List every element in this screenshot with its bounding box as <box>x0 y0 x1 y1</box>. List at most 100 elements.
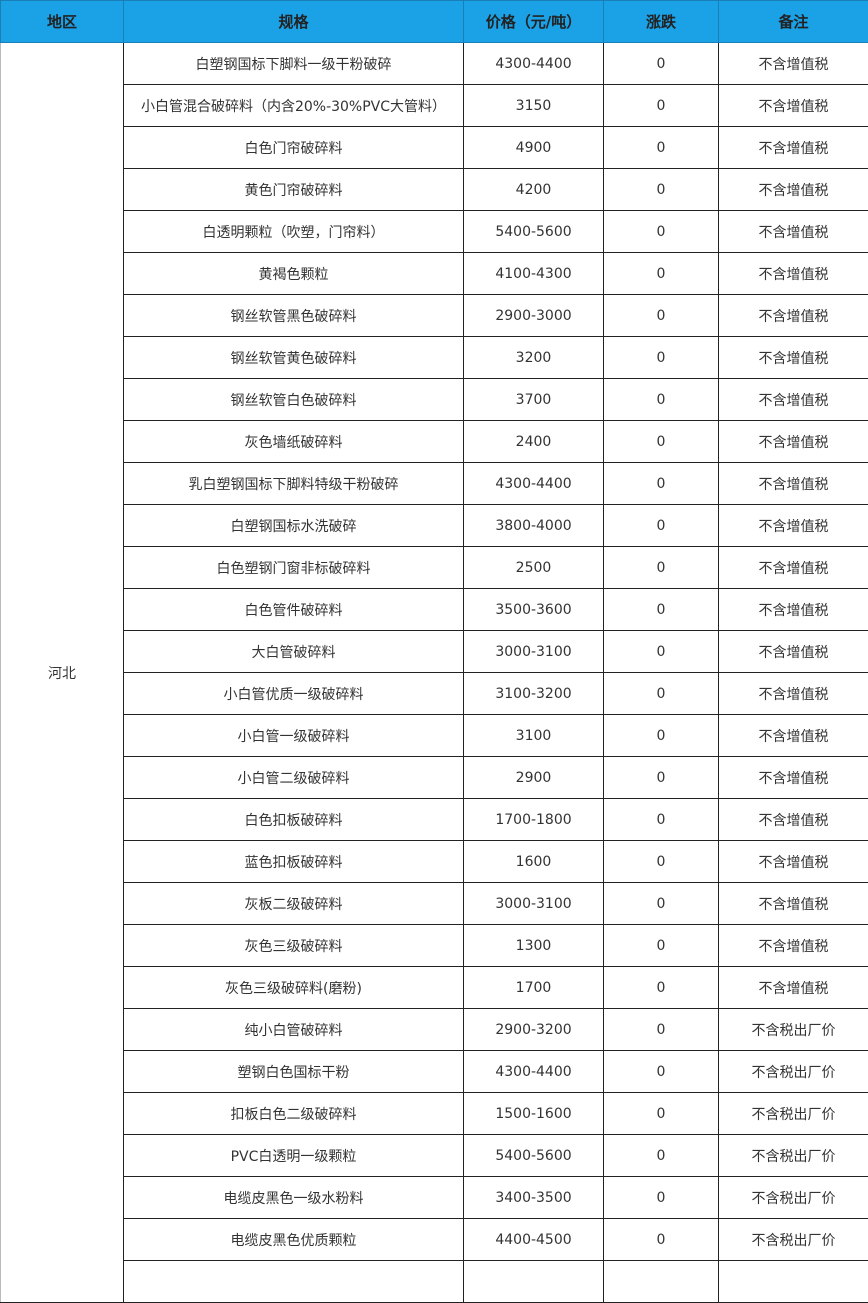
table-row: 乳白塑钢国标下脚料特级干粉破碎 4300-4400 0 不含增值税 <box>1 462 868 505</box>
note-cell: 不含增值税 <box>718 504 868 547</box>
header-row: 地区 规格 价格（元/吨） 涨跌 备注 <box>0 0 868 43</box>
price-cell: 3500-3600 <box>463 588 604 631</box>
price-cell: 4300-4400 <box>463 462 604 505</box>
change-cell: 0 <box>603 420 719 463</box>
change-cell: 0 <box>603 252 719 295</box>
empty-cell <box>463 1260 604 1303</box>
spec-cell: 扣板白色二级破碎料 <box>123 1092 464 1135</box>
spec-cell: 灰色墙纸破碎料 <box>123 420 464 463</box>
note-cell: 不含增值税 <box>718 546 868 589</box>
price-cell: 3700 <box>463 378 604 421</box>
change-cell: 0 <box>603 1008 719 1051</box>
spec-cell: 白色门帘破碎料 <box>123 126 464 169</box>
table-row: 白色塑钢门窗非标破碎料 2500 0 不含增值税 <box>1 546 868 589</box>
note-cell: 不含增值税 <box>718 714 868 757</box>
table-row: 蓝色扣板破碎料 1600 0 不含增值税 <box>1 840 868 883</box>
table-row: 扣板白色二级破碎料 1500-1600 0 不含税出厂价 <box>1 1092 868 1135</box>
note-cell: 不含税出厂价 <box>718 1134 868 1177</box>
price-cell: 1700-1800 <box>463 798 604 841</box>
change-cell: 0 <box>603 1050 719 1093</box>
table-row: 黄色门帘破碎料 4200 0 不含增值税 <box>1 168 868 211</box>
price-cell: 2500 <box>463 546 604 589</box>
spec-cell: 白色塑钢门窗非标破碎料 <box>123 546 464 589</box>
header-change: 涨跌 <box>603 0 719 43</box>
table-row: 塑钢白色国标干粉 4300-4400 0 不含税出厂价 <box>1 1050 868 1093</box>
price-cell: 2900-3000 <box>463 294 604 337</box>
header-price: 价格（元/吨） <box>463 0 604 43</box>
change-cell: 0 <box>603 1092 719 1135</box>
change-cell: 0 <box>603 882 719 925</box>
note-cell: 不含增值税 <box>718 798 868 841</box>
price-cell: 3200 <box>463 336 604 379</box>
spec-cell: 电缆皮黑色优质颗粒 <box>123 1218 464 1261</box>
table-row: 白色管件破碎料 3500-3600 0 不含增值税 <box>1 588 868 631</box>
spec-cell: 灰色三级破碎料(磨粉) <box>123 966 464 1009</box>
price-cell: 2900-3200 <box>463 1008 604 1051</box>
empty-cell <box>123 1260 464 1303</box>
table-row: 小白管优质一级破碎料 3100-3200 0 不含增值税 <box>1 672 868 715</box>
table-row: 小白管混合破碎料（内含20%-30%PVC大管料） 3150 0 不含增值税 <box>1 84 868 127</box>
region-cell: 河北 <box>0 42 124 1303</box>
table-row: 河北 白塑钢国标下脚料一级干粉破碎 4300-4400 0 不含增值税 <box>0 42 868 1303</box>
spec-cell: PVC白透明一级颗粒 <box>123 1134 464 1177</box>
empty-cell <box>718 1260 868 1303</box>
spec-cell: 塑钢白色国标干粉 <box>123 1050 464 1093</box>
price-cell: 4900 <box>463 126 604 169</box>
empty-row <box>1 1260 868 1303</box>
change-cell: 0 <box>603 1218 719 1261</box>
change-cell: 0 <box>603 924 719 967</box>
table-row: 大白管破碎料 3000-3100 0 不含增值税 <box>1 630 868 673</box>
note-cell: 不含增值税 <box>718 966 868 1009</box>
price-cell: 3100-3200 <box>463 672 604 715</box>
change-cell: 0 <box>603 672 719 715</box>
note-cell: 不含增值税 <box>718 252 868 295</box>
spec-cell: 电缆皮黑色一级水粉料 <box>123 1176 464 1219</box>
change-cell: 0 <box>603 966 719 1009</box>
spec-cell: 钢丝软管黄色破碎料 <box>123 336 464 379</box>
header-region: 地区 <box>0 0 124 43</box>
change-cell: 0 <box>603 588 719 631</box>
note-cell: 不含税出厂价 <box>718 1176 868 1219</box>
spec-cell: 蓝色扣板破碎料 <box>123 840 464 883</box>
spec-cell: 大白管破碎料 <box>123 630 464 673</box>
spec-cell: 小白管一级破碎料 <box>123 714 464 757</box>
price-cell: 2900 <box>463 756 604 799</box>
spec-cell: 钢丝软管黑色破碎料 <box>123 294 464 337</box>
header-note: 备注 <box>718 0 868 43</box>
spec-cell: 白塑钢国标水洗破碎 <box>123 504 464 547</box>
table-row: 灰色三级破碎料 1300 0 不含增值税 <box>1 924 868 967</box>
spec-cell: 乳白塑钢国标下脚料特级干粉破碎 <box>123 462 464 505</box>
price-cell: 1700 <box>463 966 604 1009</box>
table-row: 白色扣板破碎料 1700-1800 0 不含增值税 <box>1 798 868 841</box>
price-cell: 1300 <box>463 924 604 967</box>
note-cell: 不含增值税 <box>718 126 868 169</box>
spec-cell: 纯小白管破碎料 <box>123 1008 464 1051</box>
table-row: 灰板二级破碎料 3000-3100 0 不含增值税 <box>1 882 868 925</box>
change-cell: 0 <box>603 84 719 127</box>
note-cell: 不含税出厂价 <box>718 1092 868 1135</box>
price-cell: 3400-3500 <box>463 1176 604 1219</box>
change-cell: 0 <box>603 42 719 85</box>
price-cell: 4200 <box>463 168 604 211</box>
change-cell: 0 <box>603 630 719 673</box>
table-body: 河北 白塑钢国标下脚料一级干粉破碎 4300-4400 0 不含增值税 小白管混合破碎料（… <box>0 42 868 1303</box>
change-cell: 0 <box>603 1176 719 1219</box>
table-row: 电缆皮黑色优质颗粒 4400-4500 0 不含税出厂价 <box>1 1218 868 1261</box>
note-cell: 不含增值税 <box>718 294 868 337</box>
note-cell: 不含增值税 <box>718 84 868 127</box>
price-cell: 5400-5600 <box>463 210 604 253</box>
spec-cell: 小白管二级破碎料 <box>123 756 464 799</box>
note-cell: 不含增值税 <box>718 336 868 379</box>
change-cell: 0 <box>603 126 719 169</box>
change-cell: 0 <box>603 462 719 505</box>
spec-cell: 黄色门帘破碎料 <box>123 168 464 211</box>
empty-cell <box>603 1260 719 1303</box>
table-row: 白透明颗粒（吹塑，门帘料） 5400-5600 0 不含增值税 <box>1 210 868 253</box>
change-cell: 0 <box>603 378 719 421</box>
note-cell: 不含增值税 <box>718 630 868 673</box>
note-cell: 不含税出厂价 <box>718 1050 868 1093</box>
price-cell: 3100 <box>463 714 604 757</box>
note-cell: 不含增值税 <box>718 378 868 421</box>
spec-cell: 白透明颗粒（吹塑，门帘料） <box>123 210 464 253</box>
